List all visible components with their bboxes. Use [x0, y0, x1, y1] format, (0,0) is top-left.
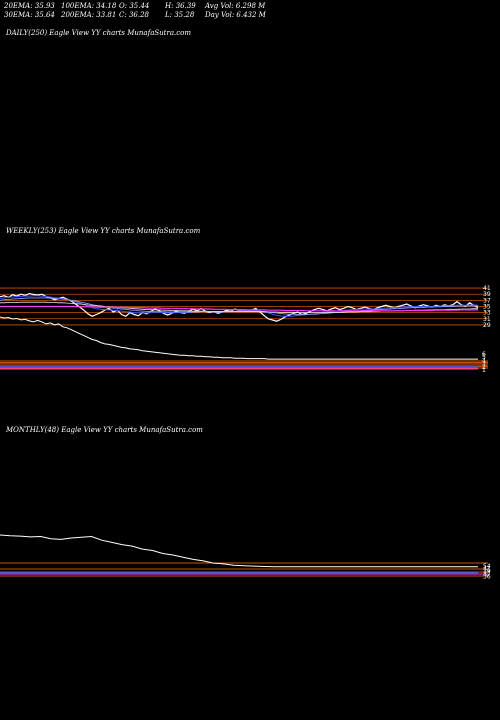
stat-avg-vol: Avg Vol: 6.298 M [205, 2, 266, 10]
stat-day-vol: Day Vol: 6.432 M [205, 11, 266, 19]
weekly-volume-tick: 3 [482, 361, 486, 368]
stat-low: L: 35.28 [165, 11, 195, 19]
weekly-series-line [0, 305, 478, 312]
monthly-y-tick: 39 [483, 568, 491, 575]
stat-30ema: 30EMA: 35.64 [4, 11, 55, 19]
weekly-y-tick: 37 [483, 297, 491, 304]
monthly-price-line [0, 534, 478, 568]
weekly-volume-tick: 4 [482, 357, 486, 364]
weekly-y-tick: 35 [483, 304, 491, 311]
weekly-y-tick: 41 [483, 285, 491, 292]
monthly-y-tick: 37 [483, 571, 491, 578]
weekly-volume-tick: 6 [482, 351, 486, 358]
monthly-y-tick: 41 [483, 566, 491, 573]
weekly-series-line [0, 295, 479, 317]
weekly-y-tick: 33 [483, 310, 491, 317]
monthly-panel-label: MONTHLY(48) Eagle View YY charts MunafaS… [6, 426, 203, 434]
weekly-volume-line [0, 316, 478, 360]
weekly-panel-label: WEEKLY(253) Eagle View YY charts MunafaS… [6, 227, 201, 235]
weekly-series-line [0, 292, 479, 322]
stat-open: O: 35.44 [119, 2, 150, 10]
stat-close: C: 36.28 [119, 11, 149, 19]
weekly-volume-tick: 5 [482, 354, 486, 361]
monthly-y-tick: 54 [483, 563, 491, 570]
weekly-y-tick: 29 [483, 322, 491, 329]
stat-100ema: 100EMA: 34.18 [61, 2, 117, 10]
monthly-y-tick: 36 [483, 573, 491, 580]
stat-high: H: 36.39 [165, 2, 196, 10]
weekly-volume-tick: 2 [482, 364, 486, 371]
weekly-y-tick: 39 [483, 291, 491, 298]
weekly-y-tick: 31 [483, 316, 491, 323]
weekly-volume-tick: 1 [482, 367, 486, 374]
stat-20ema: 20EMA: 35.93 [4, 2, 55, 10]
daily-panel-label: DAILY(250) Eagle View YY charts MunafaSu… [6, 29, 192, 37]
stat-200ema: 200EMA: 33.81 [61, 11, 117, 19]
